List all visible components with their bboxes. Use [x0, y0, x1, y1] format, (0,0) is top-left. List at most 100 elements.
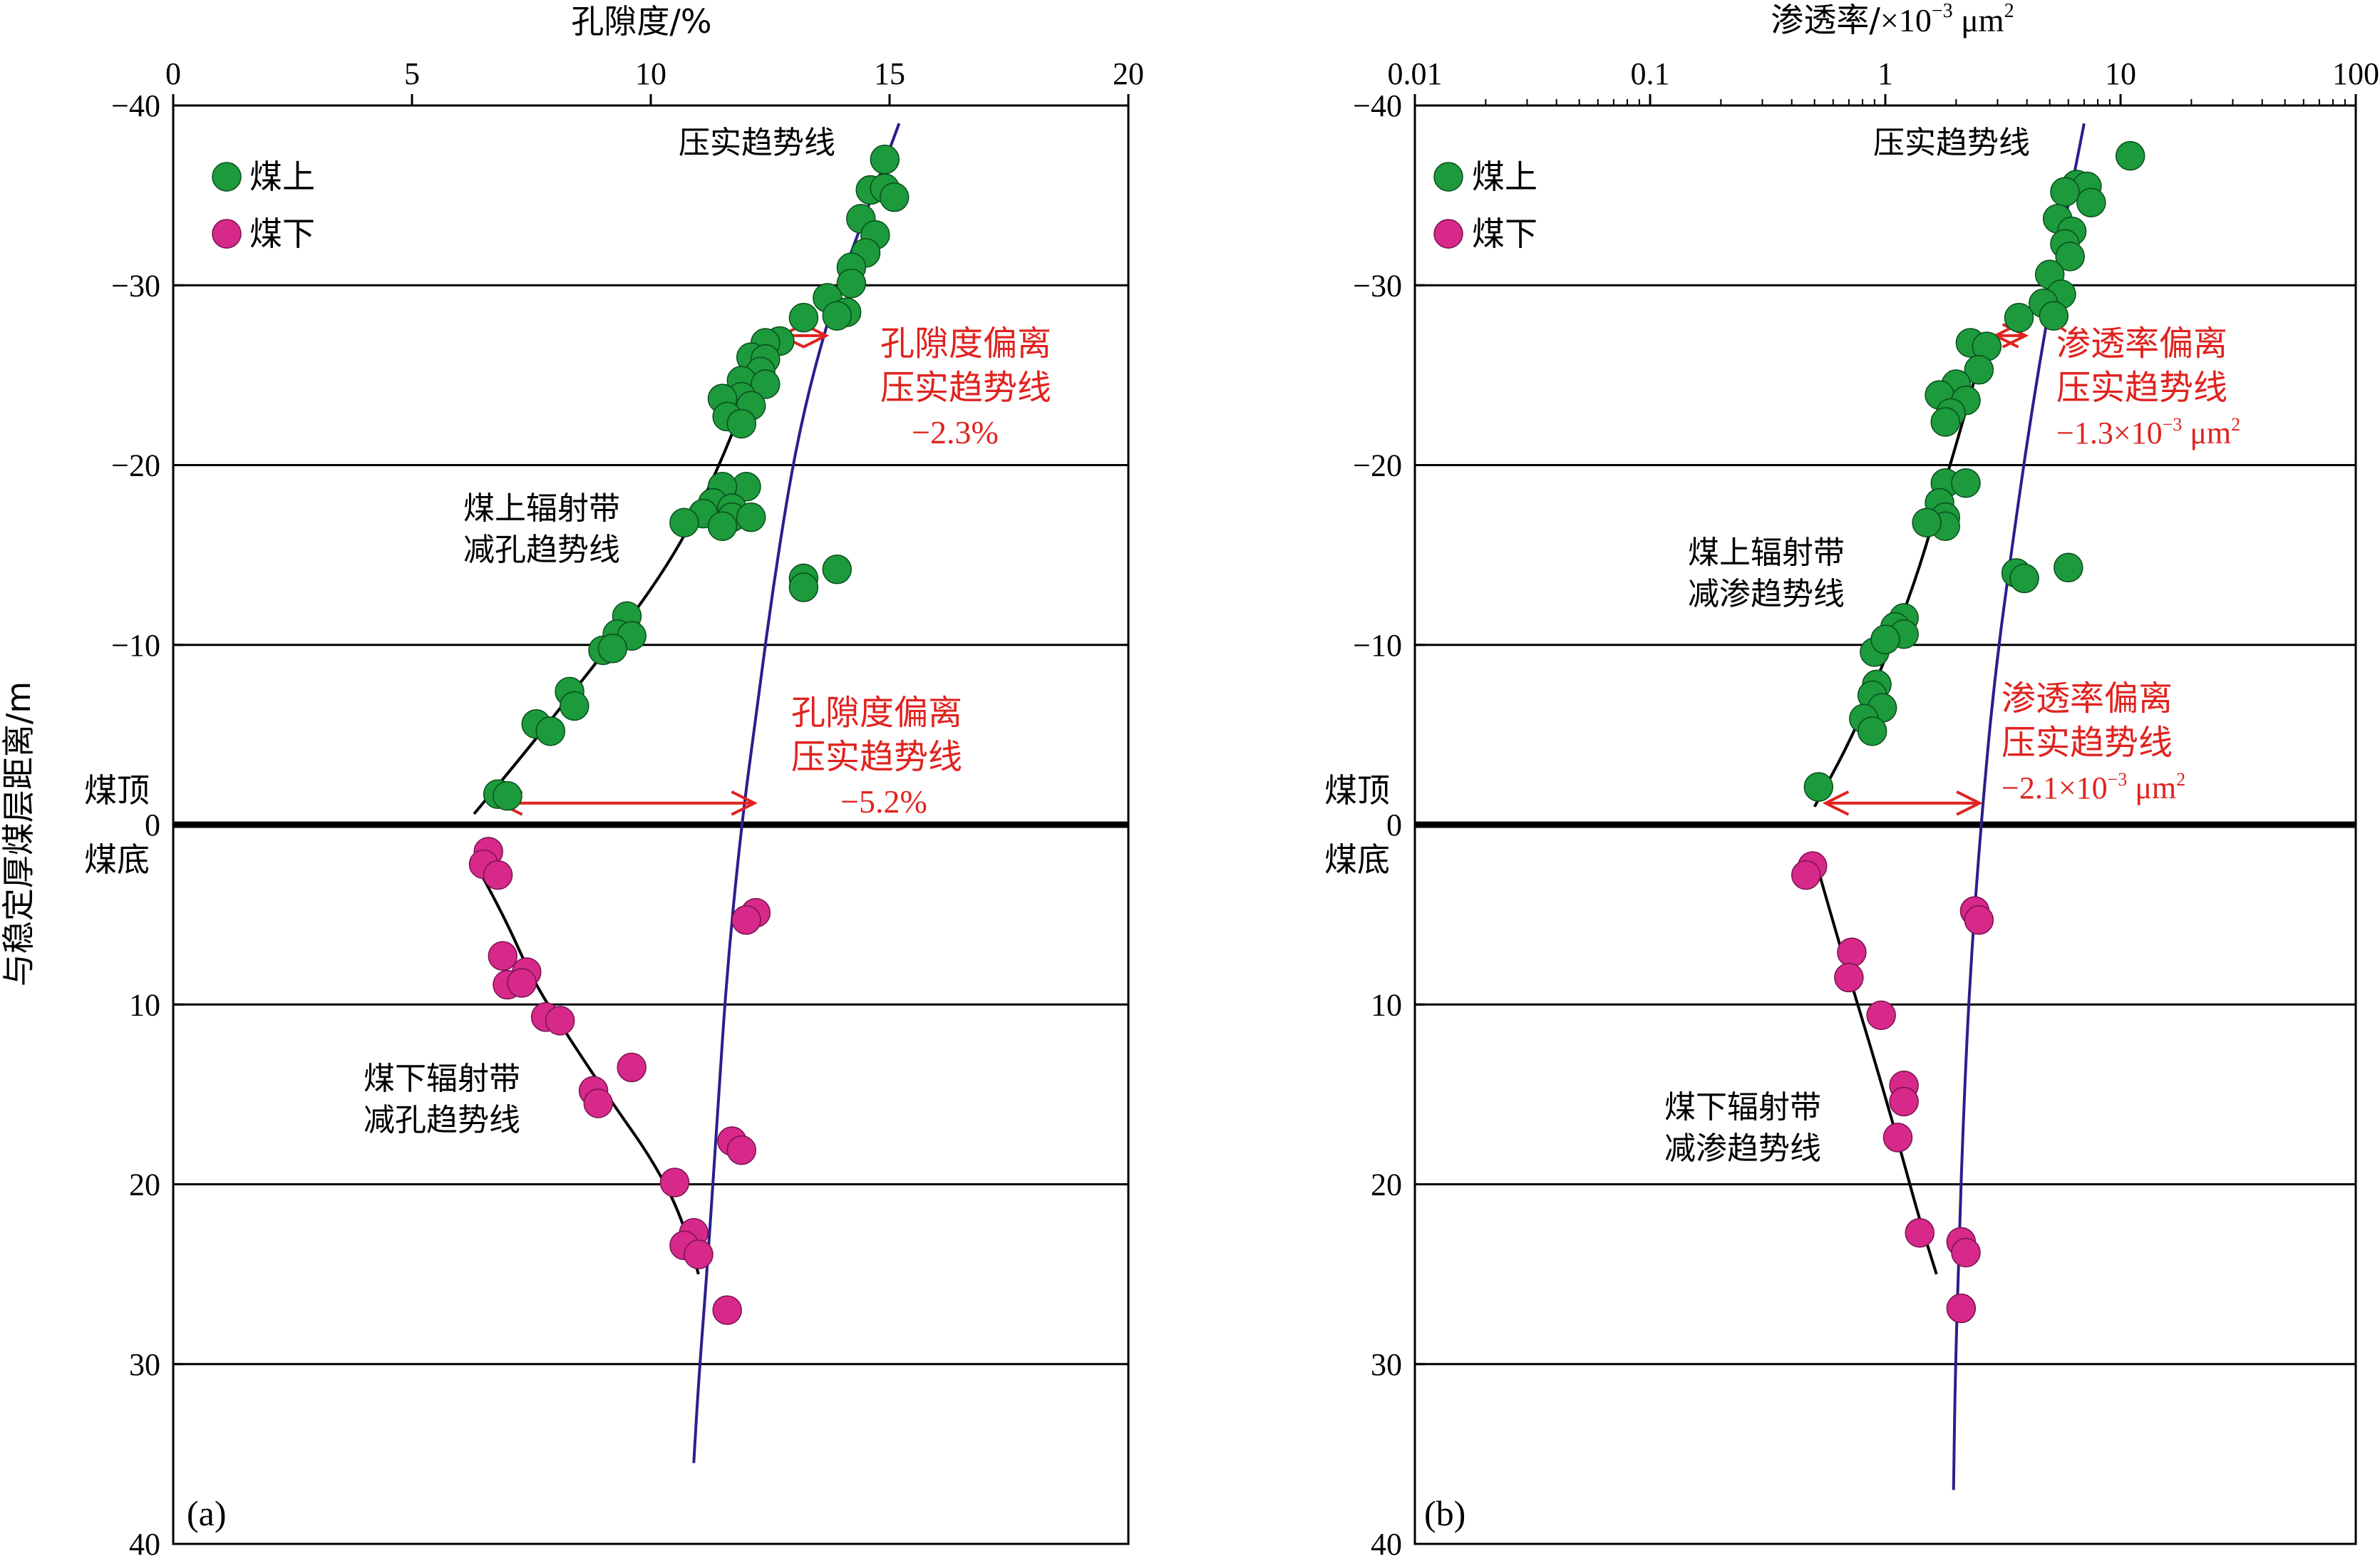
panel-b-deviation-top-label-1: 渗透率偏离: [2056, 324, 2227, 364]
point-above-coal: [2050, 177, 2080, 207]
panel-a-x-ticks: 0 5 10 15 20: [165, 56, 1144, 105]
legend-below-label: 煤下: [1472, 215, 1537, 253]
point-above-coal: [1951, 468, 1981, 498]
panel-a-above-trend-label-2: 减孔趋势线: [463, 532, 620, 568]
point-above-coal: [2039, 301, 2069, 331]
point-above-coal: [2076, 187, 2106, 217]
panel-a-seam-bottom-label: 煤底: [84, 840, 150, 879]
y-tick-label: 10: [1371, 987, 1402, 1022]
panel-a-deviation-base-label-2: 压实趋势线: [791, 737, 962, 777]
point-above-coal: [2054, 552, 2083, 583]
legend-below-marker: [212, 219, 242, 249]
y-tick-label: −20: [1353, 448, 1402, 483]
point-above-coal: [870, 144, 900, 175]
panel-b-deviation-base-label-2: 压实趋势线: [2002, 723, 2173, 763]
point-above-coal: [822, 301, 852, 331]
legend-above-marker: [212, 162, 242, 192]
point-below-coal: [545, 1006, 575, 1036]
y-tick-label: −10: [1353, 628, 1402, 663]
y-tick-label: 40: [1371, 1527, 1402, 1561]
legend-below-label: 煤下: [249, 215, 315, 253]
panel-a-seam-top-label: 煤顶: [84, 771, 150, 810]
panel-a-gridlines: [173, 284, 1128, 1366]
panel-a-deviation-top-label-1: 孔隙度偏离: [880, 324, 1051, 364]
point-above-coal: [1870, 624, 1900, 654]
y-tick-label: 40: [129, 1527, 160, 1561]
y-tick-label: 30: [1371, 1347, 1402, 1382]
panel-b: 0.01 0.1 1 10 100 −40 −30 −20 −10 0 10 20 30 40 渗透率/…: [1324, 0, 2379, 1561]
x-tick-label: 5: [404, 56, 420, 91]
point-below-coal: [483, 860, 513, 890]
panel-b-seam-bottom-label: 煤底: [1324, 840, 1390, 879]
radiation-trend-line: [1813, 856, 1938, 1275]
panel-a-compaction-label: 压实趋势线: [679, 125, 835, 161]
panel-b-deviation-base-value: −2.1×10−3 μm2: [2002, 769, 2185, 805]
point-below-coal: [1889, 1086, 1919, 1117]
panel-a-deviation-top-label-2: 压实趋势线: [880, 368, 1051, 408]
y-tick-label: 10: [129, 987, 160, 1022]
panel-b-y-ticks: −40 −30 −20 −10 0 10 20 30 40: [1353, 88, 1425, 1561]
panel-a-data-points: [468, 144, 910, 1325]
x-tick-label: 20: [1113, 56, 1144, 91]
panel-b-deviation-top-value-exp: −3: [2163, 414, 2183, 435]
y-tick-label: −40: [1353, 88, 1402, 123]
panel-b-x-axis-unit: ×10: [1880, 2, 1932, 38]
panel-b-deviation-top-value-base: −1.3×10: [2056, 416, 2163, 450]
y-tick-label: 0: [1386, 808, 1402, 843]
x-tick-label: 0.01: [1388, 56, 1443, 91]
panel-b-x-axis-unit-sq: 2: [2004, 0, 2014, 22]
panel-a-y-ticks: −40 −30 −20 −10 0 10 20 30 40: [111, 88, 183, 1561]
point-above-coal: [2055, 242, 2085, 272]
deviation-arrow-head-right: [731, 790, 758, 816]
y-tick-label: −40: [111, 88, 160, 123]
point-above-coal: [879, 182, 910, 212]
point-above-coal: [1912, 508, 1942, 537]
panel-b-below-trend-label-1: 煤下辐射带: [1664, 1089, 1821, 1125]
point-above-coal: [1964, 355, 1994, 385]
point-below-coal: [1791, 860, 1821, 890]
panel-a-label: (a): [187, 1493, 227, 1533]
panel-b-x-axis-unit-exp: −3: [1932, 0, 1953, 22]
y-axis-title: 与稳定厚煤层距离/m: [0, 681, 38, 986]
panel-a-below-trend-label-2: 减孔趋势线: [364, 1102, 520, 1138]
point-below-coal: [712, 1295, 742, 1325]
panel-b-deviation-top-value-sq: 2: [2231, 414, 2240, 435]
point-above-coal: [597, 634, 628, 664]
legend-above-marker: [1433, 162, 1463, 192]
panel-b-deviation-base-value-exp: −3: [2108, 769, 2128, 790]
point-below-coal: [684, 1240, 714, 1269]
point-above-coal: [1930, 407, 1960, 437]
panel-b-deviation-top-label-2: 压实趋势线: [2056, 368, 2227, 408]
point-above-coal: [560, 691, 589, 721]
legend-above-label: 煤上: [249, 158, 315, 196]
point-below-coal: [488, 941, 518, 971]
panel-b-x-axis-title-main: 渗透率/: [1771, 1, 1880, 39]
point-above-coal: [736, 502, 766, 532]
panel-b-deviation-base-value-tail: μm: [2127, 771, 2176, 805]
point-below-coal: [726, 1135, 757, 1165]
panel-b-x-ticks: 0.01 0.1 1 10 100: [1388, 56, 2379, 105]
panel-b-deviation-top-value: −1.3×10−3 μm2: [2056, 414, 2240, 450]
panel-a-above-trend-label-1: 煤上辐射带: [463, 490, 620, 527]
point-above-coal: [1857, 716, 1887, 746]
panel-b-below-trend-label-2: 减渗趋势线: [1664, 1130, 1821, 1167]
point-below-coal: [617, 1052, 646, 1083]
point-above-coal: [2115, 140, 2145, 171]
point-above-coal: [788, 572, 819, 602]
panel-b-seam-top-label: 煤顶: [1324, 771, 1390, 810]
panel-a-x-axis-title: 孔隙度/%: [571, 2, 711, 41]
panel-b-deviation-base-value-base: −2.1×10: [2002, 771, 2108, 805]
point-below-coal: [1834, 962, 1864, 993]
panel-b-compaction-label: 压实趋势线: [1873, 125, 2030, 161]
point-above-coal: [788, 302, 819, 333]
y-tick-label: −10: [111, 628, 160, 663]
x-tick-label: 0.1: [1631, 56, 1670, 91]
point-above-coal: [751, 369, 781, 399]
panel-b-label: (b): [1424, 1493, 1465, 1533]
point-below-coal: [1964, 905, 1994, 935]
point-below-coal: [1951, 1237, 1981, 1268]
point-below-coal: [583, 1088, 614, 1118]
panel-a-deviation-top-value: −2.3%: [912, 414, 999, 450]
